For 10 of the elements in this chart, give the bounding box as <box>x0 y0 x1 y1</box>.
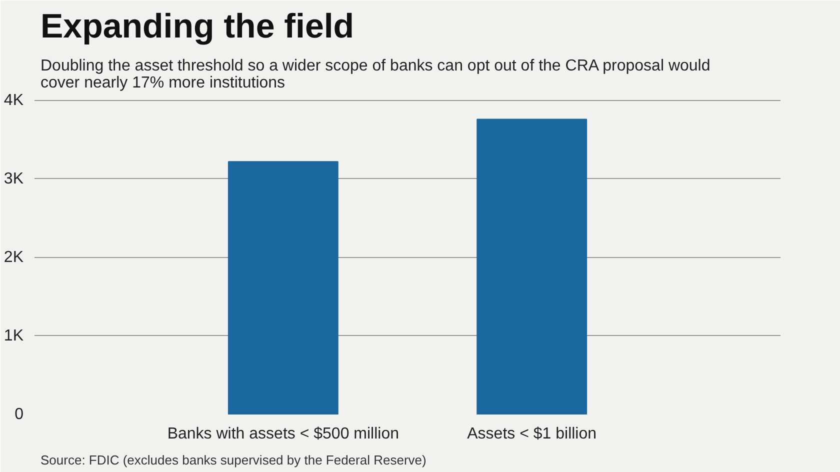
y-tick-label: 1K <box>4 327 24 344</box>
chart-title: Expanding the field <box>40 8 354 46</box>
source-note: Source: FDIC (excludes banks supervised by the Federal Reserve) <box>40 452 426 468</box>
y-tick-label: 0 <box>14 406 24 423</box>
y-tick-label: 3K <box>4 170 24 188</box>
x-tick-label: Assets < $1 billion <box>467 426 597 442</box>
x-tick-label: Banks with assets < $500 million <box>167 426 400 442</box>
y-tick-label: 4K <box>4 92 24 109</box>
chart-subtitle: Doubling the asset threshold so a wider scope of banks can opt out of the CRA proposal would cover nearly 17% more institutions <box>40 58 710 92</box>
y-tick-label: 2K <box>4 248 24 266</box>
